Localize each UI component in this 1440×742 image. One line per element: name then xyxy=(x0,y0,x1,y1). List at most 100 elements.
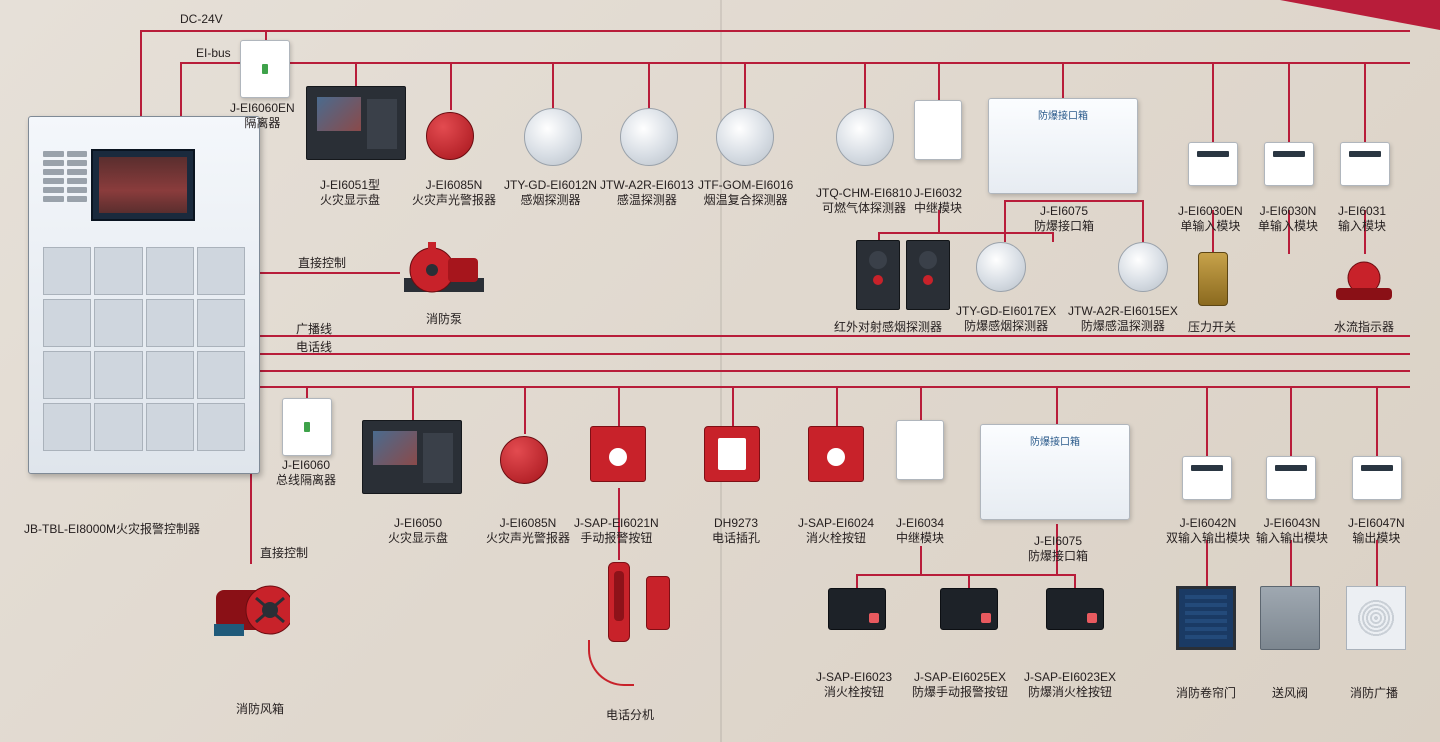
sounder-6085-label: J-EI6085N火灾声光警报器 xyxy=(412,178,496,208)
model: J-EI6060EN xyxy=(230,101,295,115)
fire-display-6051 xyxy=(306,86,406,160)
gas-detector-6810-label: JTQ-CHM-EI6810可燃气体探测器 xyxy=(816,186,912,216)
model: JTW-A2R-EI6015EX xyxy=(1068,304,1178,318)
fire-speaker-label: 消防广播 xyxy=(1350,684,1398,701)
model: J-EI6075 xyxy=(1034,534,1082,548)
ex-heat-6015-label: JTW-A2R-EI6015EX防爆感温探测器 xyxy=(1068,304,1178,334)
label-dc24v: DC-24V xyxy=(180,12,223,26)
wire xyxy=(1364,62,1366,144)
ex-heat-6015 xyxy=(1118,242,1168,292)
name: 烟温复合探测器 xyxy=(704,193,788,207)
name: 输出模块 xyxy=(1352,531,1400,545)
output-module-6047-label: J-EI6047N输出模块 xyxy=(1348,516,1405,546)
model: JTF-GOM-EI6016 xyxy=(698,178,793,192)
relay-module-6034 xyxy=(896,420,944,480)
io-module-6043 xyxy=(1266,456,1316,500)
phone-cradle xyxy=(646,576,670,630)
wire xyxy=(864,62,866,110)
heat-detector-6013-label: JTW-A2R-EI6013感温探测器 xyxy=(600,178,694,208)
wire-eibus xyxy=(180,62,1410,64)
name: 感烟探测器 xyxy=(520,193,580,207)
panel-button-cluster xyxy=(43,151,87,202)
name: 中继模块 xyxy=(914,201,962,215)
relay-module-6032-label: J-EI6032中继模块 xyxy=(914,186,962,216)
model: J-EI6043N xyxy=(1264,516,1321,530)
model: J-EI6085N xyxy=(426,178,483,192)
wire xyxy=(1074,574,1076,588)
label-phone: 电话线 xyxy=(296,338,332,355)
wire xyxy=(878,232,1054,234)
name: 防爆感烟探测器 xyxy=(964,319,1048,333)
fire-shutter xyxy=(1176,586,1236,650)
wire-bus-row2a xyxy=(260,370,1410,372)
wire xyxy=(1288,62,1290,144)
ex-manual-call-6025 xyxy=(940,588,998,630)
wire xyxy=(1142,200,1144,242)
input-module-6031 xyxy=(1340,142,1390,186)
wire xyxy=(732,386,734,426)
wire xyxy=(836,386,838,426)
io-module-6042 xyxy=(1182,456,1232,500)
model: J-SAP-EI6023 xyxy=(816,670,892,684)
phone-ext-label: 电话分机 xyxy=(606,706,654,723)
label-broadcast: 广播线 xyxy=(296,320,332,337)
model: J-EI6030N xyxy=(1260,204,1317,218)
model: J-EI6042N xyxy=(1180,516,1237,530)
ex-smoke-6017-label: JTY-GD-EI6017EX防爆感烟探测器 xyxy=(956,304,1056,334)
wire xyxy=(412,386,414,420)
model: J-EI6047N xyxy=(1348,516,1405,530)
wire xyxy=(1062,62,1064,100)
sounder-6085n-2-label: J-EI6085N火灾声光警报器 xyxy=(486,516,570,546)
model: J-EI6075 xyxy=(1040,204,1088,218)
air-valve xyxy=(1260,586,1320,650)
exproof-box-6075-2-label: J-EI6075防爆接口箱 xyxy=(1028,534,1088,564)
relay-module-6032 xyxy=(914,100,962,160)
model: J-EI6032 xyxy=(914,186,962,200)
fire-display-6051-label: J-EI6051型火灾显示盘 xyxy=(320,178,380,208)
sounder-6085 xyxy=(426,112,474,160)
ex-hydrant-6023ex xyxy=(1046,588,1104,630)
io-module-6043-label: J-EI6043N输入输出模块 xyxy=(1256,516,1328,546)
label-direct2: 直接控制 xyxy=(260,544,308,561)
sounder-6085n-2 xyxy=(500,436,548,484)
model: J-EI6030EN xyxy=(1178,204,1243,218)
name: 单输入模块 xyxy=(1180,219,1240,233)
input-module-6030en xyxy=(1188,142,1238,186)
fan-label: 消防风箱 xyxy=(236,700,284,717)
name: 消火栓按钮 xyxy=(806,531,866,545)
model: J-EI6031 xyxy=(1338,204,1386,218)
wire xyxy=(1056,386,1058,424)
name: 总线隔离器 xyxy=(276,473,336,487)
fire-shutter-label: 消防卷帘门 xyxy=(1176,684,1236,701)
model: J-EI6034 xyxy=(896,516,944,530)
wire xyxy=(920,546,922,574)
name: 单输入模块 xyxy=(1258,219,1318,233)
name: 火灾声光警报器 xyxy=(486,531,570,545)
name: 防爆消火栓按钮 xyxy=(1028,685,1112,699)
wire xyxy=(1206,540,1208,586)
phone-jack-9273-label: DH9273电话插孔 xyxy=(712,516,760,546)
wire xyxy=(355,62,357,86)
name: 输入输出模块 xyxy=(1256,531,1328,545)
wire xyxy=(1290,386,1292,456)
wire xyxy=(1206,386,1208,456)
wire xyxy=(618,386,620,426)
heat-detector-6013 xyxy=(620,108,678,166)
box-tag: 防爆接口箱 xyxy=(1030,433,1080,448)
model: JTY-GD-EI6017EX xyxy=(956,304,1056,318)
wire xyxy=(1376,386,1378,456)
beam-detector-r xyxy=(906,240,950,310)
pressure-switch-label: 压力开关 xyxy=(1188,318,1236,335)
panel-module-grid xyxy=(43,247,245,451)
wire xyxy=(1376,540,1378,586)
wire-broadcast xyxy=(260,335,1410,337)
name: 防爆接口箱 xyxy=(1034,219,1094,233)
model: J-EI6051型 xyxy=(320,178,380,192)
wire-dc24v xyxy=(140,30,1410,32)
phone-handset xyxy=(608,562,630,642)
hydrant-6024-label: J-SAP-EI6024消火栓按钮 xyxy=(798,516,874,546)
ex-smoke-6017 xyxy=(976,242,1026,292)
smoke-detector-6012 xyxy=(524,108,582,166)
wire xyxy=(744,62,746,110)
input-module-6030n xyxy=(1264,142,1314,186)
